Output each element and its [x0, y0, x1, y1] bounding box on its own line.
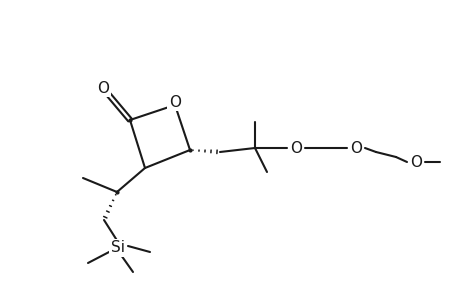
Text: O: O — [289, 140, 302, 155]
Text: O: O — [409, 154, 421, 169]
Text: Si: Si — [111, 241, 125, 256]
Text: O: O — [168, 94, 180, 110]
Text: O: O — [97, 80, 109, 95]
Text: O: O — [349, 140, 361, 155]
